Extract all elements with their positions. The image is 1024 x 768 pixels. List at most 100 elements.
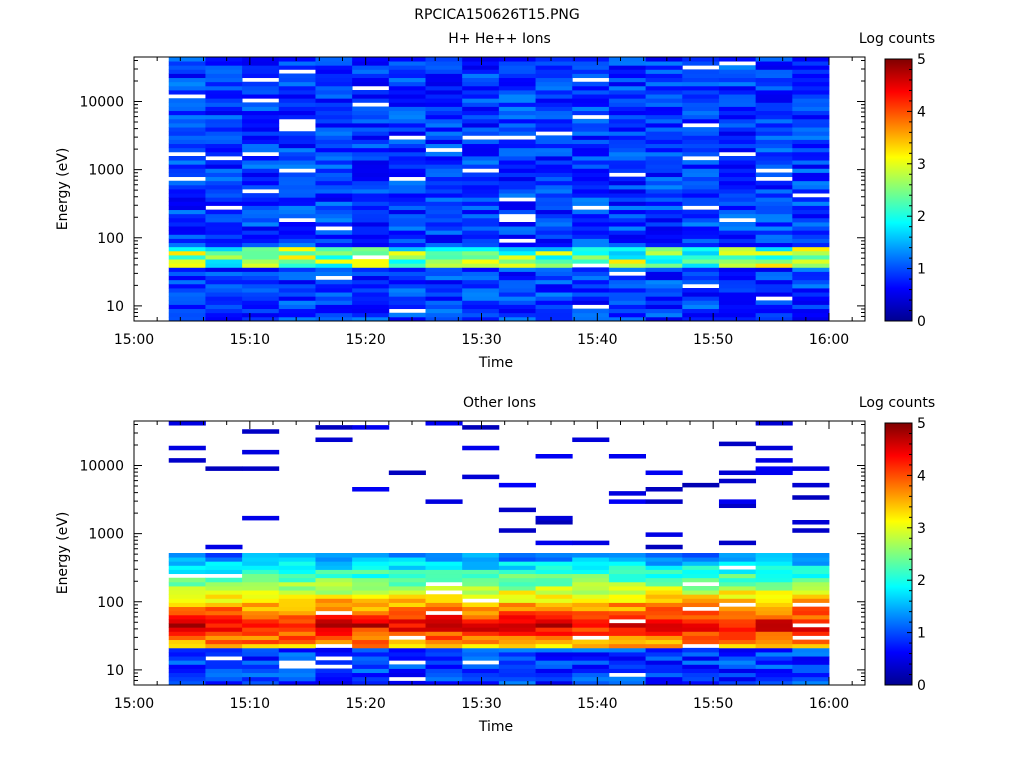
heatmap-cell [168,643,206,649]
heatmap-cell [645,160,683,165]
heatmap-cell [388,201,426,206]
heatmap-cell [682,598,720,603]
heatmap-cell [535,540,573,546]
heatmap-cell [315,118,353,124]
heatmap-cell [498,102,536,107]
heatmap-cell [718,168,757,173]
heatmap-cell [645,263,683,268]
heatmap-cell [425,135,463,140]
heatmap-cell [498,619,536,624]
heatmap-cell [352,127,390,132]
heatmap-cell [205,680,243,686]
heatmap-cell [792,652,830,657]
heatmap-cell [205,57,243,62]
heatmap-cell [718,598,757,603]
heatmap-cell [718,238,757,244]
heatmap-cell [352,106,390,112]
heatmap-cell [352,275,390,281]
heatmap-cell [315,573,353,579]
heatmap-cell [205,106,243,112]
heatmap-cell [278,61,316,66]
heatmap-cell [205,553,243,558]
panel-title: H+ He++ Ions [448,31,551,47]
heatmap-cell [205,197,243,202]
heatmap-cell [718,106,757,112]
heatmap-cell [645,230,683,235]
heatmap-cell [682,627,720,632]
heatmap-cell [205,184,243,190]
heatmap-cell [352,246,390,252]
heatmap-cell [168,172,206,178]
heatmap-cell [645,627,683,632]
heatmap-cell [205,292,243,297]
heatmap-cell [572,110,610,116]
heatmap-cell [425,623,463,628]
heatmap-cell [755,246,793,252]
heatmap-cell [315,209,353,215]
heatmap-cell [572,242,610,248]
heatmap-cell [535,631,573,636]
heatmap-cell [755,94,793,99]
heatmap-cell [352,606,390,612]
heatmap-cell [755,65,793,70]
heatmap-cell [205,193,243,198]
heatmap-cell [388,184,426,190]
heatmap-cell [645,85,683,91]
heatmap-cell [498,664,536,669]
heatmap-cell [462,581,500,587]
heatmap-cell [168,263,206,268]
heatmap-cell [645,61,683,66]
heatmap-cell [645,139,683,145]
heatmap-cell [425,561,463,566]
heatmap-cell [425,288,463,293]
heatmap-cell [462,127,500,132]
heatmap-cell [352,77,390,83]
heatmap-cell [205,234,243,239]
heatmap-cell [755,213,793,219]
heatmap-cell [352,602,390,608]
heatmap-cell [755,458,793,463]
heatmap-cell [572,283,610,289]
heatmap-cell [242,581,280,587]
y-axis-label: Energy (eV) [55,512,71,595]
heatmap-cell [718,255,757,260]
heatmap-cell [278,652,316,657]
heatmap-cell [388,656,426,661]
heatmap-cell [352,279,390,285]
heatmap-cell [462,193,500,198]
colorbar-gradient [884,422,913,686]
heatmap-cell [278,288,316,293]
heatmap-cell [425,664,463,669]
heatmap-cell [388,288,426,293]
heatmap-cell [278,193,316,198]
heatmap-cell [498,230,536,235]
heatmap-cell [682,57,720,62]
heatmap-cell [352,123,390,128]
heatmap-cell [242,222,280,227]
heatmap-cell [352,189,390,194]
heatmap-cell [315,151,353,157]
heatmap-cell [755,180,793,186]
heatmap-cell [682,110,720,116]
heatmap-cell [755,151,793,157]
heatmap-cell [608,561,646,566]
heatmap-cell [682,77,720,83]
heatmap-cell [388,209,426,215]
heatmap-cell [352,577,390,583]
heatmap-cell [498,652,536,657]
heatmap-cell [572,118,610,124]
heatmap-cell [572,308,610,314]
heatmap-cell [535,577,573,583]
heatmap-cell [278,110,316,116]
heatmap-cell [718,139,757,145]
heatmap-cell [718,643,757,649]
heatmap-cell [315,230,353,235]
heatmap-cell [315,676,353,682]
heatmap-cell [755,577,793,583]
heatmap-cell [498,614,536,620]
heatmap-cell [425,217,463,223]
heatmap-cell [242,586,280,591]
heatmap-cell [645,90,683,95]
heatmap-cell [242,429,280,434]
